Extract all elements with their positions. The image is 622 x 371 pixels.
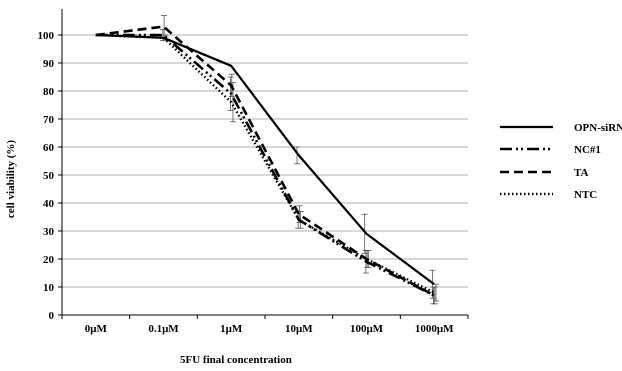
- x-axis-ticks: 0μM 0.1μM 1μM 10μM 100μM 1000μM: [61, 315, 469, 335]
- y-tick-label: 10: [43, 282, 55, 294]
- y-tick-label: 0: [49, 310, 55, 322]
- series-lines: [95, 25, 435, 297]
- y-tick-label: 70: [43, 114, 55, 126]
- legend: OPN-siRNA NC#1 TA NTC: [500, 122, 622, 201]
- x-tick-label: 100μM: [350, 323, 384, 335]
- legend-label: OPN-siRNA: [574, 122, 622, 134]
- y-tick-label: 40: [43, 198, 55, 210]
- x-tick-label: 1000μM: [415, 323, 454, 335]
- legend-label: NTC: [574, 189, 597, 201]
- x-tick-label: 0μM: [85, 323, 108, 335]
- y-axis-label: cell viability (%): [5, 140, 17, 219]
- y-tick-label: 50: [43, 170, 55, 182]
- x-tick-label: 1μM: [220, 323, 243, 335]
- y-tick-label: 60: [43, 142, 55, 154]
- y-axis-ticks: 0 10 20 30 40 50 60 70 80 90 100: [38, 30, 62, 322]
- y-tick-label: 30: [43, 226, 55, 238]
- y-tick-label: 90: [43, 58, 55, 70]
- y-tick-label: 20: [43, 254, 55, 266]
- x-tick-label: 0.1μM: [148, 323, 179, 335]
- series-line-1: [95, 33, 435, 286]
- grid-lines: [62, 34, 468, 288]
- legend-label: NC#1: [574, 144, 601, 156]
- series-line-3: [95, 25, 435, 297]
- x-tick-label: 10μM: [285, 323, 313, 335]
- legend-label: TA: [574, 167, 589, 179]
- y-tick-label: 100: [38, 30, 55, 42]
- error-bars: [159, 14, 439, 305]
- y-tick-label: 80: [43, 86, 55, 98]
- series-line-4: [95, 33, 435, 294]
- x-axis-label: 5FU final concentration: [180, 354, 292, 366]
- series-line-2: [95, 33, 435, 297]
